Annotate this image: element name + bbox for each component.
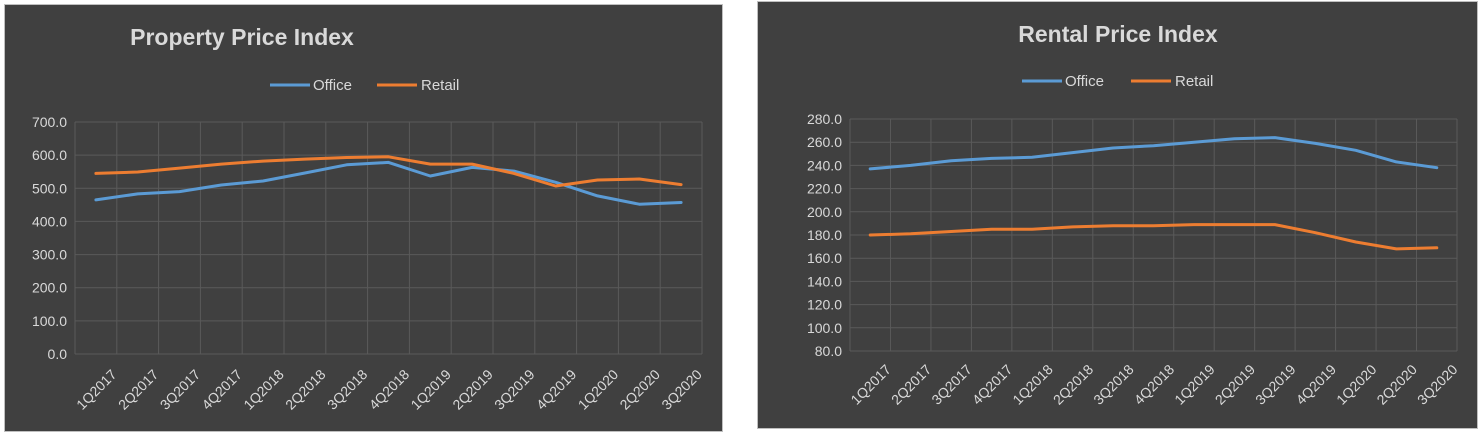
y-tick-label: 240.0 [807,157,842,173]
y-tick-label: 260.0 [807,134,842,150]
x-tick-label: 2Q2019 [1212,361,1259,408]
x-tick-label: 4Q2019 [533,366,580,413]
series-line-office [94,160,683,206]
plot-area: 0.0 100.0 200.0 300.0 400.0 500.0 600.0 700.0 1Q… [32,114,705,413]
chart-title: Rental Price Index [1018,21,1218,47]
x-tick-label: 1Q2019 [407,366,454,413]
y-tick-label: 280.0 [807,111,842,127]
x-tick-label: 2Q2019 [449,366,496,413]
legend-office-label: Office [1065,73,1104,90]
x-tick-label: 3Q2019 [1252,361,1299,408]
y-tick-label: 80.0 [815,343,842,359]
x-tick-label: 1Q2017 [73,366,120,413]
x-tick-label: 2Q2020 [1373,361,1420,408]
x-tick-label: 4Q2019 [1293,361,1340,408]
y-tick-label: 160.0 [807,250,842,266]
y-tick-label: 0.0 [48,346,68,362]
series-line-retail [868,223,1439,251]
x-tick-label: 1Q2020 [575,366,622,413]
x-tick-label: 1Q2020 [1333,361,1380,408]
x-tick-label: 3Q2018 [324,366,371,413]
y-tick-label: 100.0 [32,313,67,329]
x-tick-label: 3Q2019 [491,366,538,413]
legend: Office Retail [1022,73,1213,90]
y-tick-label: 200.0 [807,204,842,220]
y-tick-label: 220.0 [807,181,842,197]
y-tick-label: 700.0 [32,114,67,130]
rental-price-index-chart: Rental Price Index Office Retail 80.0 100… [757,1,1478,429]
legend-office-label: Office [313,77,352,94]
x-tick-label: 4Q2018 [366,366,413,413]
x-tick-label: 1Q2019 [1171,361,1218,408]
y-tick-label: 600.0 [32,147,67,163]
x-tick-label: 4Q2017 [969,361,1016,408]
x-tick-label: 2Q2017 [115,366,162,413]
series-line-office [868,136,1439,171]
x-tick-label: 4Q2017 [198,366,245,413]
y-tick-label: 100.0 [807,320,842,336]
legend-retail-label: Retail [421,77,459,94]
x-tick-label: 3Q2020 [1414,361,1461,408]
y-tick-label: 180.0 [807,227,842,243]
legend: Office Retail [270,77,459,94]
x-tick-label: 1Q2018 [1009,361,1056,408]
x-tick-label: 3Q2017 [928,361,975,408]
plot-area: 80.0 100.0 120.0 140.0 160.0 180.0 200.0 220.0 2… [807,111,1461,408]
x-tick-label: 4Q2018 [1131,361,1178,408]
property-price-index-chart: Property Price Index Office Retail 0.0 10… [4,4,723,432]
rental-price-index-svg: Rental Price Index Office Retail 80.0 100… [807,21,1461,408]
x-tick-label: 1Q2018 [240,366,287,413]
x-tick-label: 2Q2018 [1050,361,1097,408]
x-tick-label: 2Q2020 [616,366,663,413]
x-tick-label: 3Q2018 [1090,361,1137,408]
y-tick-label: 400.0 [32,213,67,229]
y-tick-label: 500.0 [32,180,67,196]
x-tick-label: 3Q2017 [157,366,204,413]
legend-retail-label: Retail [1175,73,1213,90]
x-tick-label: 3Q2020 [658,366,705,413]
x-tick-label: 2Q2017 [888,361,935,408]
y-tick-label: 300.0 [32,247,67,263]
y-tick-label: 200.0 [32,280,67,296]
y-tick-label: 140.0 [807,273,842,289]
chart-title: Property Price Index [130,24,354,50]
x-tick-label: 1Q2017 [847,361,894,408]
property-price-index-svg: Property Price Index Office Retail 0.0 10… [32,24,705,413]
x-tick-label: 2Q2018 [282,366,329,413]
y-tick-label: 120.0 [807,297,842,313]
series-line-retail [94,155,683,188]
